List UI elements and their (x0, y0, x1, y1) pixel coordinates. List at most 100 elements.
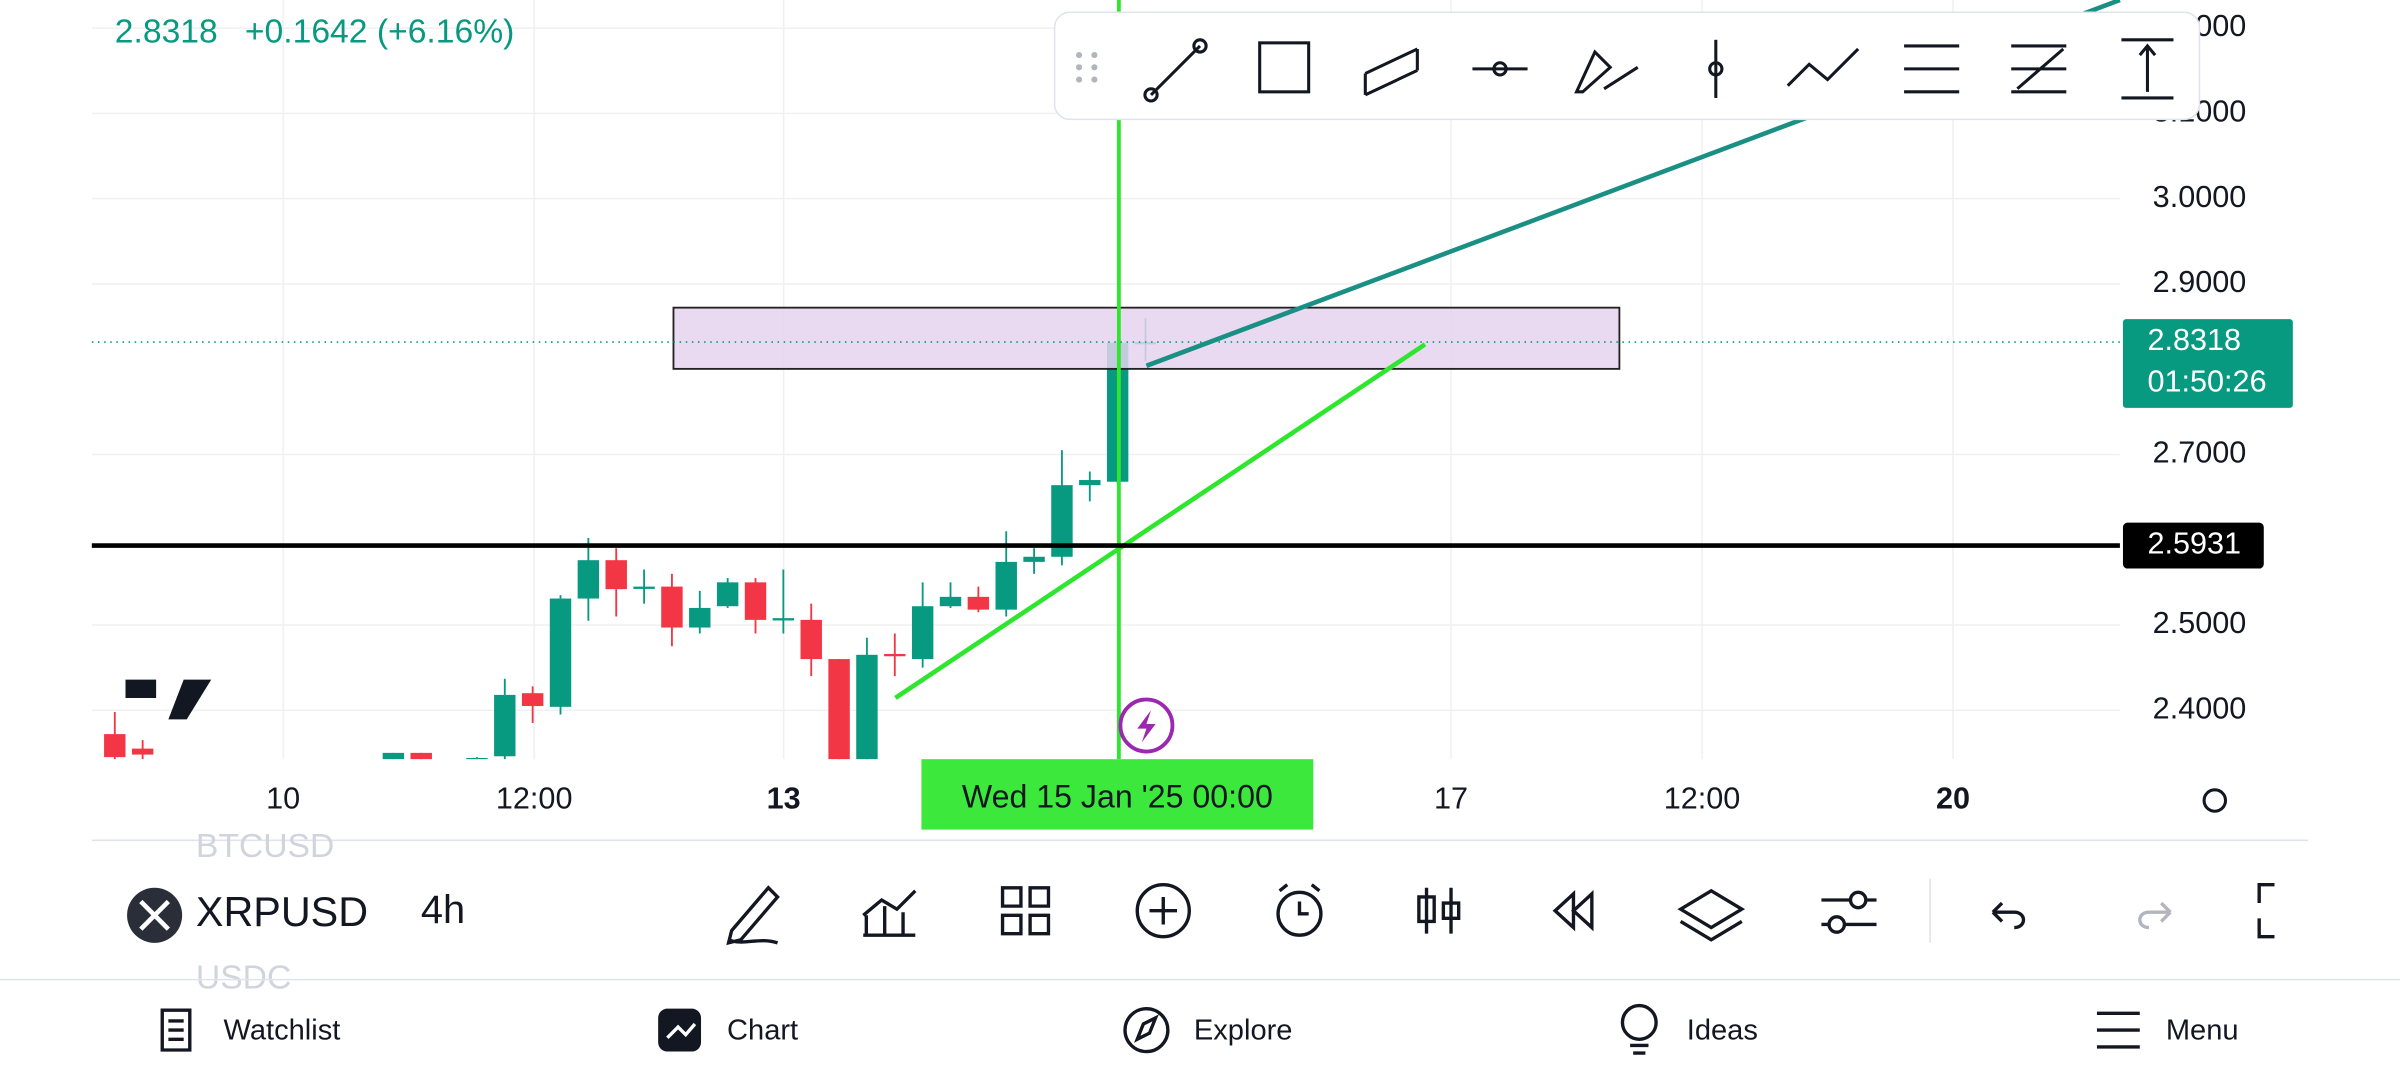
candle-body (744, 582, 767, 620)
candle-body (772, 618, 795, 621)
candle-body (131, 748, 154, 755)
candle-body (355, 761, 376, 770)
nav-menu-icon[interactable] (2096, 1011, 2140, 1049)
candle-body (466, 757, 488, 760)
candle-body (299, 778, 320, 787)
symbol[interactable]: XRPUSD (196, 889, 368, 935)
tb-layouts[interactable] (1000, 886, 1051, 936)
header-price: 2.8318 (115, 14, 218, 51)
candle-body (1023, 556, 1045, 562)
interval[interactable]: 4h (421, 888, 465, 932)
candle-body (856, 654, 878, 760)
tool-brush[interactable] (1574, 49, 1639, 94)
candle-body (243, 787, 264, 796)
candle-body (160, 770, 181, 779)
tb-candles[interactable] (1417, 887, 1461, 934)
tb-indicators[interactable] (862, 889, 917, 937)
candle-body (995, 561, 1017, 610)
tool-rect[interactable] (1258, 41, 1311, 94)
hline-label: 2.5931 (2147, 527, 2241, 561)
tb-replay[interactable] (1552, 890, 1594, 932)
vertical-grid (282, 0, 1954, 760)
last-price-badge (2122, 319, 2293, 408)
overlays: 2.8318 01:50:26 2.5931 (91, 319, 2293, 569)
tool-trend[interactable] (1149, 44, 1202, 96)
chart-toolbar (726, 883, 2275, 946)
nav-watchlist-icon[interactable] (160, 1008, 192, 1052)
symbol-icon-glyph (139, 899, 170, 931)
tb-add[interactable] (1135, 883, 1191, 939)
tool-channel[interactable] (1363, 47, 1419, 97)
tb-undo[interactable] (1991, 901, 2026, 930)
candle-body (828, 659, 850, 760)
logo (125, 679, 212, 720)
y-tick-label: 2.4000 (2153, 691, 2247, 725)
nav-item[interactable]: Explore (1194, 1014, 1293, 1046)
nav-icons (160, 1003, 2140, 1055)
tb-layers[interactable] (1677, 888, 1746, 942)
candle-body (939, 596, 962, 607)
last-price-label: 2.8318 (2147, 323, 2241, 357)
drawing-tools (1076, 38, 2174, 103)
tool-path[interactable] (1786, 47, 1860, 87)
rectangle-drawing[interactable] (672, 306, 1621, 370)
crosshair-badge (921, 759, 1314, 830)
y-tick-label: 2.7000 (2153, 436, 2247, 470)
nav-item[interactable]: Watchlist (223, 1014, 340, 1046)
candle-body (689, 607, 711, 628)
candle-body (104, 734, 126, 758)
x-tick-label: 20 (1936, 782, 1970, 816)
symbol-next[interactable]: USDC (196, 959, 291, 996)
x-tick-label: 17 (1434, 782, 1468, 816)
candle-body (911, 606, 934, 660)
hline-badge (2122, 522, 2264, 569)
y-tick-label: 2.9000 (2153, 265, 2247, 299)
x-tick-label: 13 (767, 782, 801, 816)
nav-ideas-icon[interactable] (1620, 1003, 1658, 1041)
candle-body (410, 752, 432, 760)
crosshair-label: Wed 15 Jan '25 00:00 (962, 778, 1273, 814)
candles (104, 318, 1157, 796)
trend-line[interactable] (894, 342, 1427, 700)
tb-fullscreen[interactable] (2257, 883, 2275, 939)
tool-fib[interactable] (1904, 44, 1960, 94)
candle-body (1079, 480, 1101, 486)
candle-body (216, 787, 237, 796)
tb-draw[interactable] (726, 885, 780, 946)
axis-settings[interactable] (2202, 788, 2228, 813)
candle-body (494, 694, 516, 757)
candle-body (884, 653, 906, 657)
nav-item[interactable]: Menu (2166, 1014, 2239, 1046)
nav-item[interactable]: Ideas (1687, 1014, 1758, 1046)
nav-explore-icon[interactable] (1123, 1006, 1170, 1054)
header-change: +0.1642 (+6.16%) (245, 14, 514, 51)
bottom-nav: Watchlist Chart Explore Ideas Menu (223, 1014, 2238, 1046)
event-icon-glyph (1137, 710, 1156, 743)
candle-body (188, 778, 209, 787)
tool-fib-ext[interactable] (2011, 44, 2067, 94)
candle-body (661, 586, 683, 628)
candle-body (800, 619, 822, 660)
tool-measure[interactable] (2121, 38, 2174, 100)
tb-redo[interactable] (2138, 901, 2172, 930)
candle-body (633, 586, 655, 589)
candle-body (716, 582, 739, 607)
nav-item[interactable]: Chart (727, 1014, 798, 1046)
symbol-prev[interactable]: BTCUSD (196, 828, 334, 865)
x-tick-label: 10 (266, 782, 300, 816)
candle-body (327, 770, 348, 787)
candle-body (967, 596, 990, 610)
y-tick-label: 3.0000 (2153, 180, 2247, 214)
candle-body (549, 598, 572, 707)
candle-body (577, 560, 600, 599)
candle-body (1051, 485, 1073, 557)
drawing-toolbar (1053, 11, 2201, 121)
candle-body (521, 693, 544, 706)
tb-alert[interactable] (1276, 890, 1323, 937)
candle-body (605, 560, 627, 590)
countdown: 01:50:26 (2147, 364, 2266, 398)
x-tick-label: 12:00 (1664, 782, 1741, 816)
candle-body (438, 761, 459, 770)
